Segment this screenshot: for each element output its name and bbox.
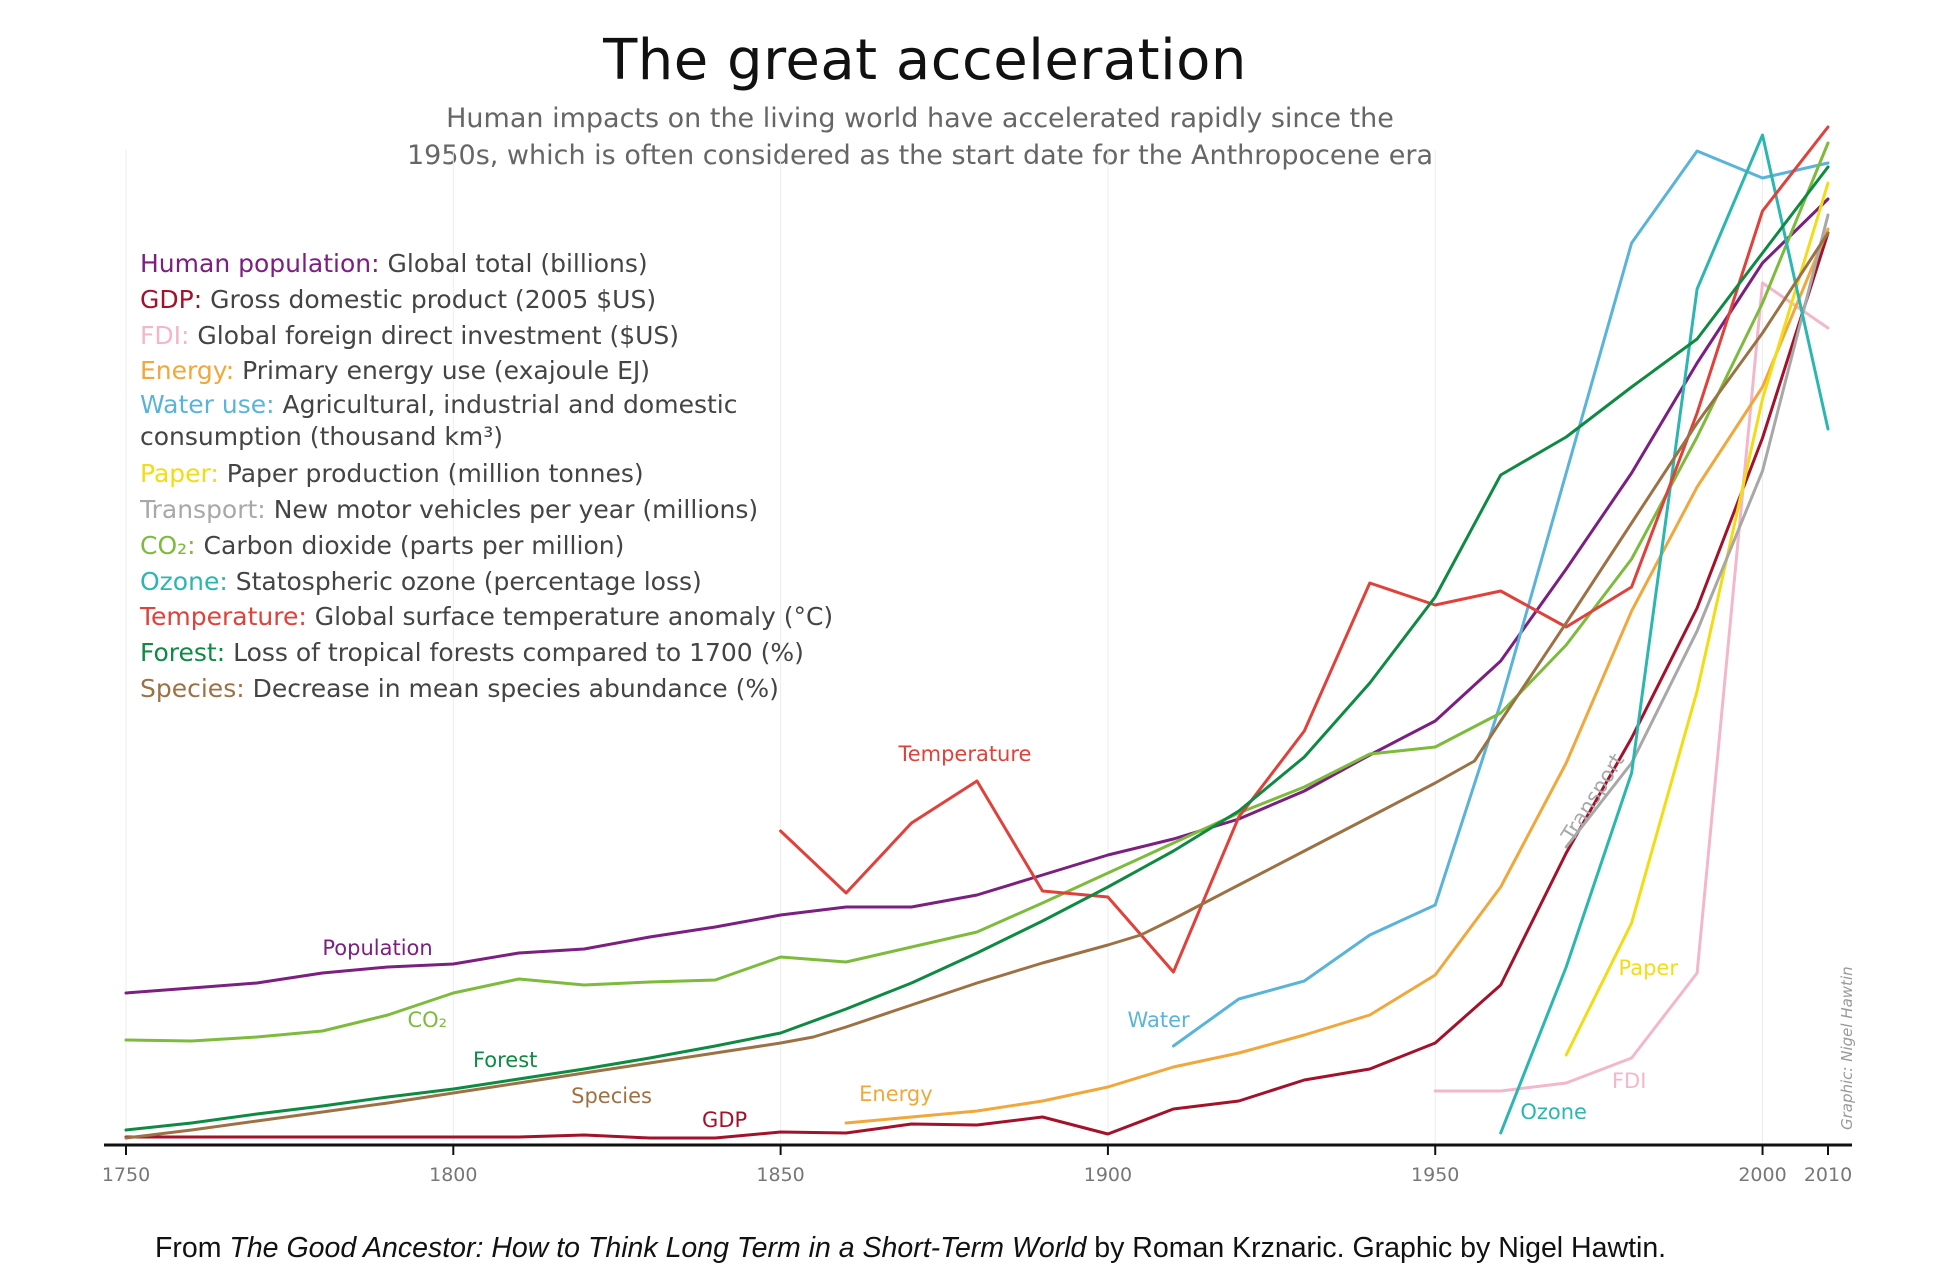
legend-item-water: Water use: Agricultural, industrial and … [140, 389, 740, 453]
credit-book-title: The Good Ancestor: How to Think Long Ter… [229, 1232, 1087, 1264]
x-tick-label-1900: 1900 [1084, 1164, 1132, 1186]
series-line-forest [124, 165, 1830, 1132]
legend-item-transport: Transport: New motor vehicles per year (… [140, 492, 900, 528]
series-line-population [124, 197, 1830, 995]
legend-name: CO₂: [140, 530, 196, 560]
series-line-water [1171, 149, 1830, 1048]
legend-item-fdi: FDI: Global foreign direct investment ($… [140, 318, 900, 354]
legend-desc: New motor vehicles per year (millions) [273, 494, 759, 524]
series-label-paper: Paper [1619, 956, 1679, 980]
legend-desc: Global surface temperature anomaly (°C) [314, 602, 834, 632]
x-axis-ticks: 1750 1800 1850 1900 1950 2000 2010 [102, 1145, 1852, 1186]
series-labels: Population CO₂ Forest Species GDP Energy Tempe… [322, 742, 1678, 1132]
gridlines [125, 150, 1764, 1143]
series-line-ozone [1499, 133, 1830, 1135]
subtitle-line-1: Human impacts on the living world have a… [446, 103, 1394, 134]
legend-desc: Carbon dioxide (parts per million) [203, 530, 625, 560]
series-label-co2: CO₂ [407, 1008, 447, 1032]
series-line-species [124, 231, 1830, 1140]
series-line-temperature [779, 125, 1830, 974]
legend-item-ozone: Ozone: Statospheric ozone (percentage lo… [140, 564, 900, 600]
legend-name: Species: [140, 673, 245, 703]
legend-item-forest: Forest: Loss of tropical forests compare… [140, 635, 900, 671]
legend-item-gdp: GDP: Gross domestic product (2005 $US) [140, 282, 900, 318]
legend-item-population: Human population: Global total (billions… [140, 246, 900, 282]
chart-subtitle: Human impacts on the living world have a… [390, 100, 1450, 174]
legend-item-paper: Paper: Paper production (million tonnes) [140, 456, 900, 492]
series-line-transport [1564, 213, 1830, 849]
series-label-population: Population [322, 936, 432, 960]
series-lines [124, 125, 1830, 1140]
series-line-co2 [124, 141, 1830, 1043]
legend-desc: Gross domestic product (2005 $US) [210, 284, 657, 314]
x-tick-label-2010: 2010 [1804, 1164, 1852, 1186]
series-label-fdi: FDI [1612, 1069, 1646, 1093]
series-label-temperature: Temperature [897, 742, 1031, 766]
chart-title: The great acceleration [603, 28, 1247, 93]
legend-desc: Primary energy use (exajoule EJ) [242, 356, 650, 386]
series-line-energy [844, 227, 1830, 1125]
subtitle-line-2: 1950s, which is often considered as the … [406, 140, 1433, 171]
series-line-gdp [124, 231, 1830, 1140]
x-tick-label-1950: 1950 [1411, 1164, 1459, 1186]
legend-name: Water use: [140, 390, 275, 420]
legend-name: Temperature: [140, 602, 307, 632]
legend-name: Ozone: [140, 566, 228, 596]
series-line-paper [1564, 181, 1830, 1057]
legend-item-co2: CO₂: Carbon dioxide (parts per million) [140, 528, 900, 564]
x-tick-label-1850: 1850 [756, 1164, 804, 1186]
legend-name: Paper: [140, 459, 219, 489]
series-label-energy: Energy [859, 1082, 933, 1106]
credit-suffix: by Roman Krznaric. Graphic by Nigel Hawt… [1086, 1232, 1667, 1264]
legend-desc: Statospheric ozone (percentage loss) [235, 566, 702, 596]
legend-item-energy: Energy: Primary energy use (exajoule EJ) [140, 353, 900, 389]
series-label-gdp: GDP [702, 1108, 747, 1132]
series-line-fdi [1433, 281, 1830, 1093]
x-tick-label-1800: 1800 [429, 1164, 477, 1186]
legend-desc: Agricultural, industrial and domestic co… [140, 390, 738, 452]
x-tick-label-1750: 1750 [102, 1164, 150, 1186]
legend-desc: Loss of tropical forests compared to 170… [233, 638, 804, 668]
series-label-ozone: Ozone [1520, 1100, 1587, 1124]
series-label-forest: Forest [473, 1048, 537, 1072]
source-credit: From The Good Ancestor: How to Think Lon… [155, 1232, 1666, 1265]
legend-desc: Global total (billions) [387, 249, 648, 278]
legend-name: Forest: [140, 638, 226, 668]
legend-desc: Paper production (million tonnes) [226, 459, 644, 489]
legend-desc: Decrease in mean species abundance (%) [252, 673, 779, 703]
series-label-water: Water [1128, 1008, 1190, 1032]
legend-name: FDI: [140, 320, 190, 350]
legend-item-temperature: Temperature: Global surface temperature … [140, 599, 900, 635]
legend-name: Energy: [140, 356, 235, 386]
legend-name: Transport: [140, 494, 266, 524]
legend-name: Human population: [140, 249, 380, 278]
x-tick-label-2000: 2000 [1738, 1164, 1786, 1186]
legend-name: GDP: [140, 284, 203, 314]
credit-prefix: From [155, 1232, 230, 1264]
graphic-credit: Graphic: Nigel Hawtin [1838, 966, 1856, 1130]
legend-item-species: Species: Decrease in mean species abunda… [140, 671, 900, 707]
legend-desc: Global foreign direct investment ($US) [197, 320, 680, 350]
legend: Human population: Global total (billions… [140, 246, 900, 707]
series-label-species: Species [571, 1084, 652, 1108]
